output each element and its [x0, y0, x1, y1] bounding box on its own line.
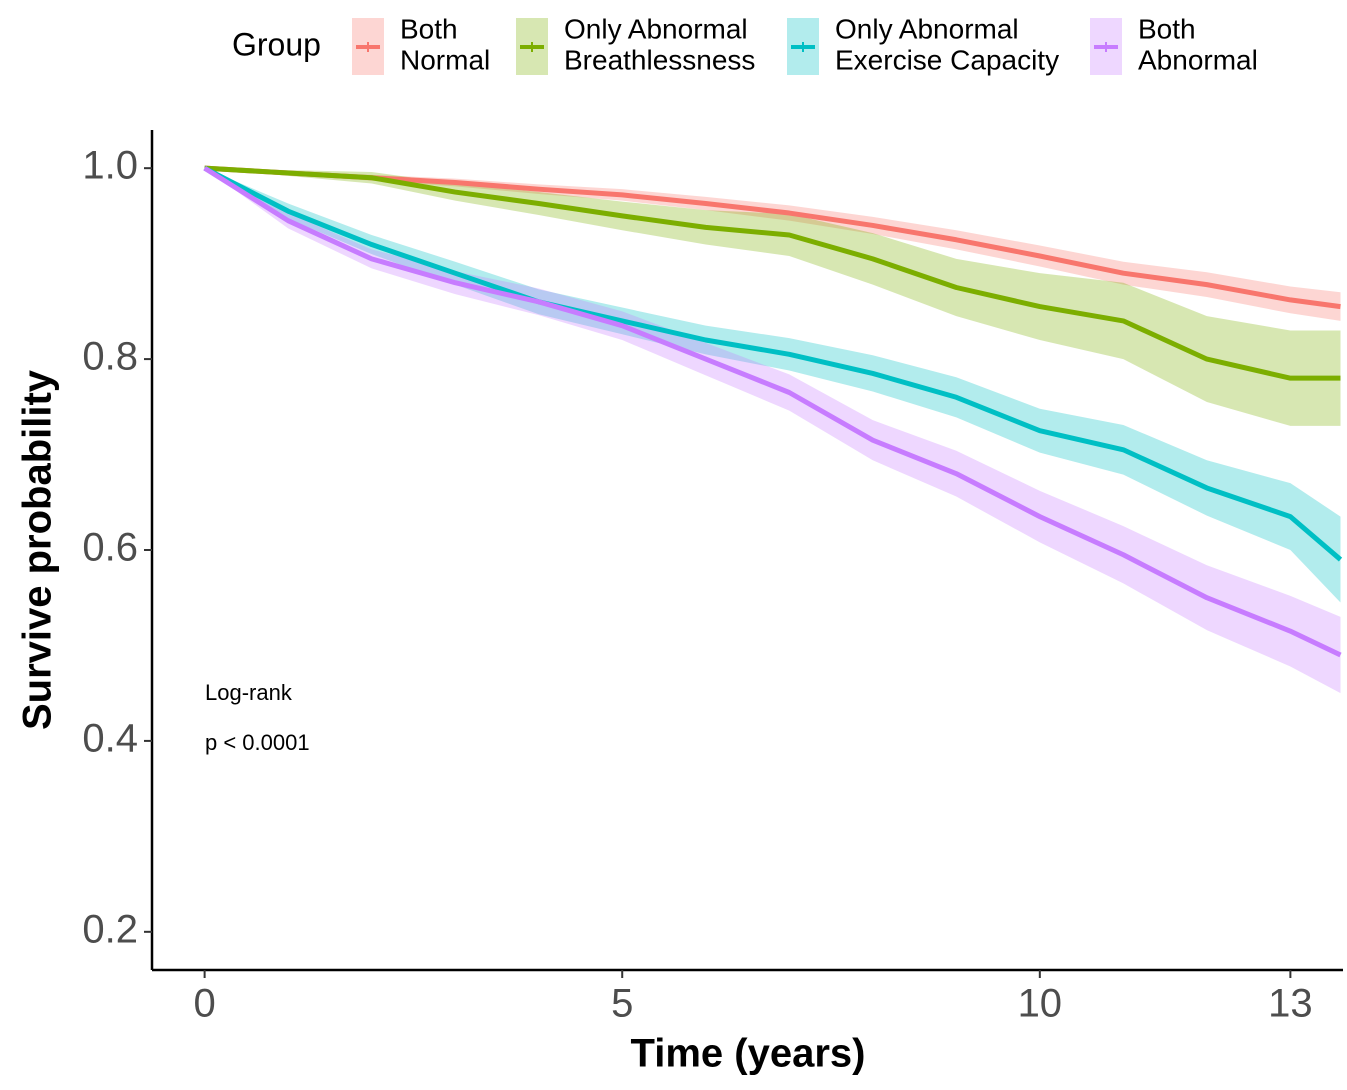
- legend-label: Both Normal: [400, 14, 490, 76]
- y-tick-label: 0.8: [82, 335, 138, 379]
- x-tick-label: 0: [193, 982, 215, 1026]
- survival-line: [203, 166, 1342, 658]
- y-tick-label: 0.6: [82, 526, 138, 570]
- x-tick-label: 5: [611, 982, 633, 1026]
- survival-line: [204, 165, 1341, 310]
- x-tick-label: 13: [1268, 982, 1313, 1026]
- legend-label: Only Abnormal Exercise Capacity: [835, 14, 1059, 76]
- survival-line: [204, 165, 1341, 381]
- annotation: p < 0.0001: [205, 730, 310, 755]
- legend-label: Both Abnormal: [1138, 14, 1258, 76]
- legend-title: Group: [232, 26, 321, 62]
- x-tick-label: 10: [1018, 982, 1063, 1026]
- confidence-band: [204, 168, 1341, 426]
- confidence-band: [204, 168, 1341, 603]
- y-axis-title: Survive probability: [16, 369, 60, 730]
- legend-label: Only Abnormal Breathlessness: [564, 14, 755, 76]
- x-axis-title: Time (years): [631, 1032, 866, 1076]
- annotation: Log-rank: [205, 680, 293, 705]
- y-tick-label: 0.2: [82, 907, 138, 951]
- y-tick-label: 0.4: [82, 716, 138, 760]
- confidence-band: [204, 168, 1341, 694]
- y-tick-label: 1.0: [82, 144, 138, 188]
- survival-line: [203, 165, 1343, 562]
